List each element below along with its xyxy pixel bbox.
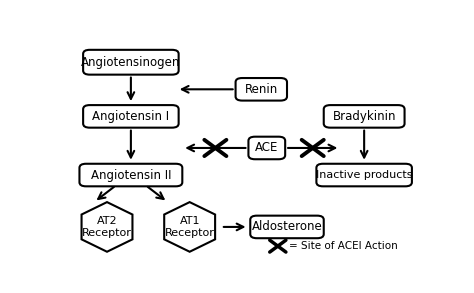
Text: AT1
Receptor: AT1 Receptor: [165, 216, 215, 238]
Polygon shape: [164, 202, 215, 252]
FancyBboxPatch shape: [316, 164, 412, 186]
FancyBboxPatch shape: [248, 137, 285, 159]
FancyBboxPatch shape: [236, 78, 287, 100]
Text: Bradykinin: Bradykinin: [332, 110, 396, 123]
Text: Angiotensin I: Angiotensin I: [92, 110, 169, 123]
Text: Angiotensin II: Angiotensin II: [91, 168, 171, 182]
Text: Inactive products: Inactive products: [316, 170, 412, 180]
FancyBboxPatch shape: [83, 50, 179, 75]
Text: AT2
Receptor: AT2 Receptor: [82, 216, 132, 238]
FancyBboxPatch shape: [250, 216, 324, 238]
Text: = Site of ACEI Action: = Site of ACEI Action: [289, 241, 398, 251]
FancyBboxPatch shape: [80, 164, 182, 186]
Text: Aldosterone: Aldosterone: [252, 220, 322, 234]
Text: ACE: ACE: [255, 142, 279, 154]
FancyBboxPatch shape: [83, 105, 179, 128]
Polygon shape: [82, 202, 132, 252]
FancyBboxPatch shape: [324, 105, 405, 128]
Text: Renin: Renin: [245, 83, 278, 96]
Text: Angiotensinogen: Angiotensinogen: [81, 56, 181, 69]
